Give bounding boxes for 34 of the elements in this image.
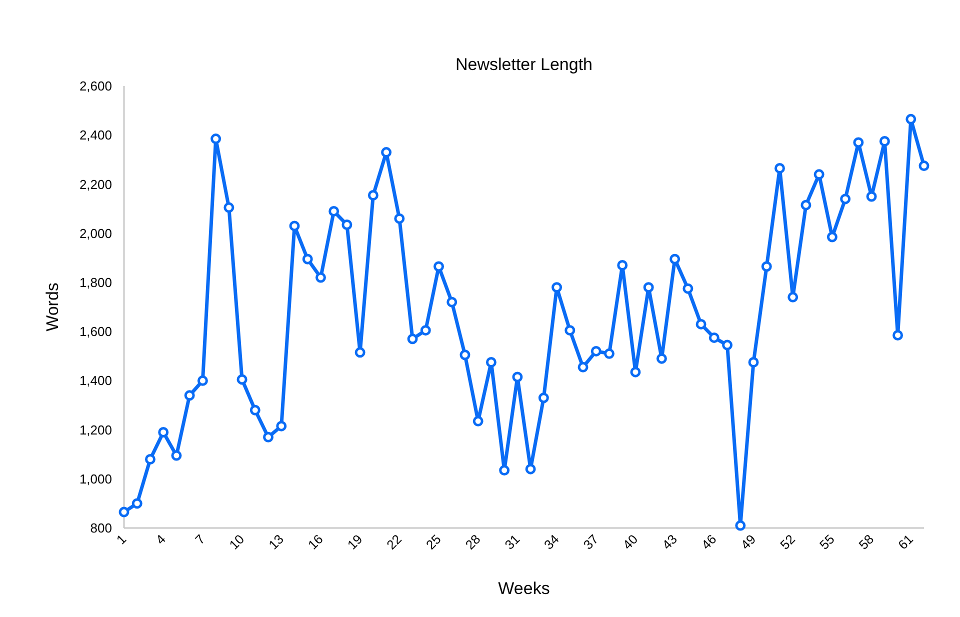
x-tick-label: 37 xyxy=(580,532,602,552)
x-tick-label: 28 xyxy=(462,532,484,552)
y-tick-label: 800 xyxy=(90,520,112,536)
y-tick-label: 2,200 xyxy=(79,176,112,192)
x-tick-label: 25 xyxy=(423,532,444,552)
x-tick-label: 40 xyxy=(620,532,641,552)
y-tick-label: 1,200 xyxy=(79,422,112,438)
x-tick-label: 49 xyxy=(738,532,759,552)
x-tick-label: 58 xyxy=(856,532,877,552)
x-tick-label: 34 xyxy=(541,532,562,552)
x-tick-label: 4 xyxy=(152,532,168,548)
x-tick-label: 52 xyxy=(777,532,798,552)
chart-title: Newsletter Length xyxy=(455,55,593,74)
x-tick-label: 19 xyxy=(344,532,366,552)
y-tick-label: 2,400 xyxy=(79,128,112,143)
x-tick-label: 13 xyxy=(266,532,286,552)
x-tick-label: 16 xyxy=(305,532,326,552)
y-tick-label: 1,600 xyxy=(79,324,112,340)
x-tick-label: 55 xyxy=(816,532,838,552)
x-tick-label: 31 xyxy=(502,532,523,552)
x-tick-label: 1 xyxy=(113,532,130,548)
x-tick-label: 61 xyxy=(895,532,916,552)
y-tick-label: 2,000 xyxy=(79,226,112,241)
y-tick-label: 1,800 xyxy=(79,274,112,290)
x-tick-label: 43 xyxy=(659,532,680,552)
x-axis-title: Weeks xyxy=(498,579,550,598)
x-tick-label: 10 xyxy=(226,532,248,552)
x-tick-label: 22 xyxy=(384,532,405,552)
x-tick-label: 46 xyxy=(698,532,720,552)
y-tick-label: 2,600 xyxy=(79,78,112,94)
y-tick-label: 1,000 xyxy=(79,471,112,486)
x-tick-label: 7 xyxy=(192,532,208,548)
y-tick-label: 1,400 xyxy=(79,373,112,388)
y-axis-title: Words xyxy=(43,282,62,332)
